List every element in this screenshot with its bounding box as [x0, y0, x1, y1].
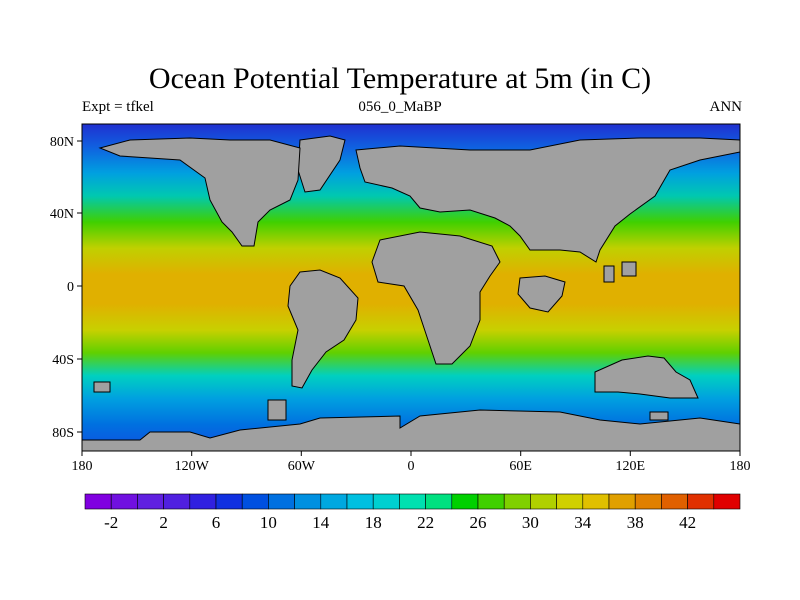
colorbar-label: 38: [627, 513, 644, 532]
land-australia: [594, 355, 699, 399]
colorbar-box: [687, 493, 715, 510]
colorbar-box: [556, 493, 584, 510]
lon-tick-180w: 180: [72, 459, 93, 474]
colorbar-label: 42: [679, 513, 696, 532]
colorbar-box: [241, 493, 269, 510]
land-eurasia: [355, 137, 740, 263]
time-label: 056_0_MaBP: [358, 99, 442, 115]
colorbar-label: 30: [522, 513, 539, 532]
land-greenland: [297, 135, 346, 193]
experiment-label: Expt = tfkel: [82, 99, 154, 115]
colorbar-box: [451, 493, 479, 510]
lon-tick-60e: 60E: [509, 459, 532, 474]
lon-tick-180e: 180: [730, 459, 751, 474]
colorbar: [84, 493, 741, 510]
colorbar-label: 2: [159, 513, 168, 532]
colorbar-label: 22: [417, 513, 434, 532]
land-africa: [371, 231, 501, 365]
lat-ticks: [77, 140, 82, 433]
colorbar-box: [661, 493, 688, 510]
colorbar-box: [477, 493, 505, 510]
colorbar-box: [503, 493, 531, 510]
colorbar-label: 18: [365, 513, 382, 532]
colorbar-label: 10: [260, 513, 277, 532]
colorbar-label: 26: [470, 513, 487, 532]
colorbar-box: [634, 493, 662, 510]
season-label: ANN: [709, 99, 743, 115]
colorbar-label: 14: [312, 513, 330, 532]
colorbar-box: [399, 493, 426, 510]
land-small-island: [649, 411, 669, 421]
land-masses: [82, 135, 740, 451]
colorbar-box: [530, 493, 557, 510]
colorbar-box: [110, 493, 138, 510]
colorbar-box: [189, 493, 217, 510]
colorbar-box: [320, 493, 348, 510]
colorbar-label: 6: [212, 513, 221, 532]
colorbar-box: [372, 493, 400, 510]
lat-tick-40s: 40S: [52, 353, 74, 368]
lon-tick-120e: 120E: [616, 459, 646, 474]
lat-tick-80n: 80N: [50, 135, 74, 150]
colorbar-box: [215, 493, 243, 510]
lon-ticks: [81, 451, 741, 456]
lon-tick-0: 0: [408, 459, 415, 474]
colorbar-box: [582, 493, 610, 510]
land-india: [517, 275, 566, 313]
colorbar-label: -2: [104, 513, 118, 532]
chart-title: Ocean Potential Temperature at 5m (in C): [148, 62, 652, 95]
lat-tick-0: 0: [67, 280, 74, 295]
lat-tick-40n: 40N: [50, 207, 74, 222]
colorbar-box: [268, 493, 295, 510]
colorbar-box: [425, 493, 453, 510]
colorbar-box: [713, 493, 741, 510]
colorbar-box: [294, 493, 322, 510]
land-small-island-3: [93, 381, 111, 393]
colorbar-box: [608, 493, 636, 510]
colorbar-box: [137, 493, 164, 510]
lon-tick-60w: 60W: [288, 459, 316, 474]
land-southeast-asia-islands: [603, 261, 637, 283]
colorbar-labels: -2 2 6 10 14 18 22 26 30 34 38 42: [104, 513, 696, 532]
land-antarctica: [82, 409, 740, 451]
lat-tick-80s: 80S: [52, 426, 74, 441]
land-north-america: [98, 137, 301, 247]
colorbar-box: [163, 493, 191, 510]
colorbar-box: [84, 493, 112, 510]
land-small-island-2: [267, 399, 287, 421]
colorbar-label: 34: [574, 513, 592, 532]
land-south-america: [287, 269, 359, 389]
lon-tick-120w: 120W: [175, 459, 210, 474]
colorbar-box: [346, 493, 374, 510]
